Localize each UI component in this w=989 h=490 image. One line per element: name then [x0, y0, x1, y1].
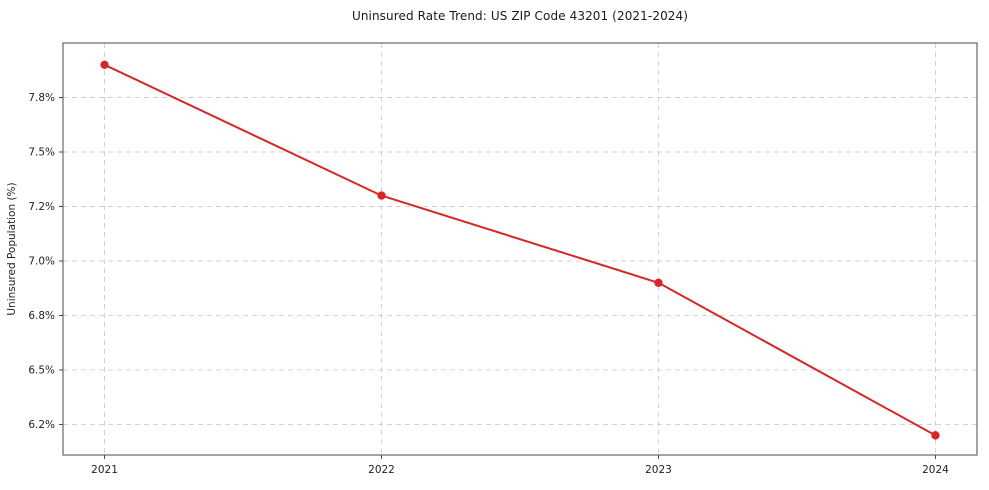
y-tick-label: 6.8% — [28, 310, 55, 322]
x-tick-label: 2023 — [645, 464, 672, 476]
axes-frame — [62, 42, 978, 456]
y-tick-label: 6.5% — [28, 364, 55, 376]
y-tick-label: 7.5% — [28, 146, 55, 158]
data-point-marker — [100, 60, 109, 69]
chart-title: Uninsured Rate Trend: US ZIP Code 43201 … — [351, 9, 689, 23]
x-tick-label: 2021 — [91, 464, 118, 476]
x-tick-label: 2022 — [368, 464, 395, 476]
y-tick-label: 6.2% — [28, 419, 55, 431]
x-tick-label: 2024 — [922, 464, 949, 476]
y-tick-label: 7.0% — [28, 255, 55, 267]
y-tick-label: 7.2% — [28, 201, 55, 213]
y-tick-label: 7.8% — [28, 92, 55, 104]
data-point-marker — [377, 191, 386, 200]
trend-line — [103, 63, 937, 437]
y-axis-label: Uninsured Population (%) — [6, 182, 18, 315]
data-point-marker — [654, 278, 663, 287]
data-point-marker — [931, 431, 940, 440]
